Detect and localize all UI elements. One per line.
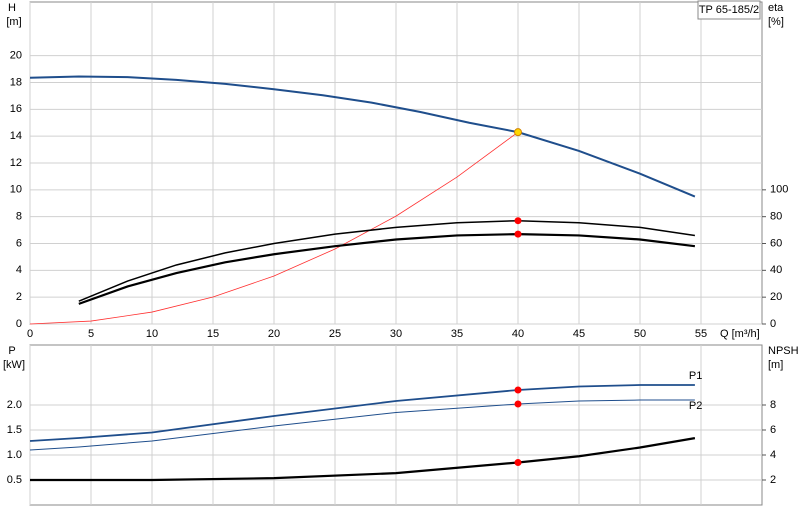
y-tick-label: 0 (16, 318, 22, 330)
y-tick-label: 2.0 (7, 399, 22, 411)
y2-tick-label: 60 (770, 237, 782, 249)
y-tick-label: 12 (10, 157, 22, 169)
x-tick-label: 10 (146, 328, 158, 340)
operating-point (514, 400, 522, 408)
series-line (29, 399, 695, 451)
y2-tick-label: 40 (770, 264, 782, 276)
x-tick-label: 35 (451, 328, 463, 340)
x-tick-label: 50 (634, 328, 646, 340)
series-line (29, 131, 519, 325)
y-tick-label: 4 (16, 264, 22, 276)
x-tick-label: 20 (268, 328, 280, 340)
y-axis-label: P (8, 345, 15, 357)
y2-axis-label: eta (768, 2, 784, 14)
x-tick-label: 45 (573, 328, 585, 340)
y-tick-label: 20 (10, 50, 22, 62)
x-tick-label: 40 (512, 328, 524, 340)
operating-point (514, 128, 522, 137)
series-line (29, 75, 696, 198)
series-line (78, 219, 696, 302)
y-tick-label: 6 (16, 237, 22, 249)
y-tick-label: 1.5 (7, 424, 22, 436)
y-tick-label: 16 (10, 103, 22, 115)
series-label: P2 (689, 400, 702, 412)
series-line (30, 437, 696, 482)
y-tick-label: 0.5 (7, 474, 22, 486)
x-axis-label: Q [m³/h] (720, 328, 760, 340)
x-tick-label: 0 (27, 328, 33, 340)
y2-tick-label: 80 (770, 211, 782, 223)
x-tick-label: 25 (329, 328, 341, 340)
y-tick-label: 8 (16, 211, 22, 223)
series-line (78, 233, 696, 305)
operating-point (514, 459, 522, 466)
operating-point (514, 230, 522, 238)
y2-tick-label: 6 (770, 424, 776, 436)
y-tick-label: 10 (10, 184, 22, 196)
y-tick-label: 14 (10, 130, 22, 142)
y2-tick-label: 2 (770, 474, 776, 486)
x-tick-label: 15 (207, 328, 219, 340)
y2-axis-label: NPSH (768, 345, 799, 357)
operating-point (514, 386, 522, 394)
x-tick-label: 5 (88, 328, 94, 340)
y2-tick-label: 100 (770, 184, 788, 196)
chart-title: TP 65-185/2 (699, 4, 759, 16)
y-tick-label: 1.0 (7, 449, 22, 461)
series-label: P1 (689, 370, 702, 382)
y-tick-label: 18 (10, 76, 22, 88)
x-tick-label: 55 (695, 328, 707, 340)
y2-axis-unit: [%] (768, 16, 784, 28)
operating-point (514, 217, 522, 225)
y2-tick-label: 8 (770, 399, 776, 411)
x-tick-label: 30 (390, 328, 402, 340)
y2-tick-label: 0 (770, 318, 776, 330)
y2-tick-label: 4 (770, 449, 776, 461)
y-axis-unit: [kW] (3, 359, 25, 371)
y2-axis-unit: [m] (768, 359, 783, 371)
series-line (29, 384, 695, 442)
y-axis-label: H (8, 2, 16, 14)
y-tick-label: 2 (16, 291, 22, 303)
y2-tick-label: 20 (770, 291, 782, 303)
title-box (697, 0, 761, 20)
y-axis-unit: [m] (6, 16, 21, 28)
